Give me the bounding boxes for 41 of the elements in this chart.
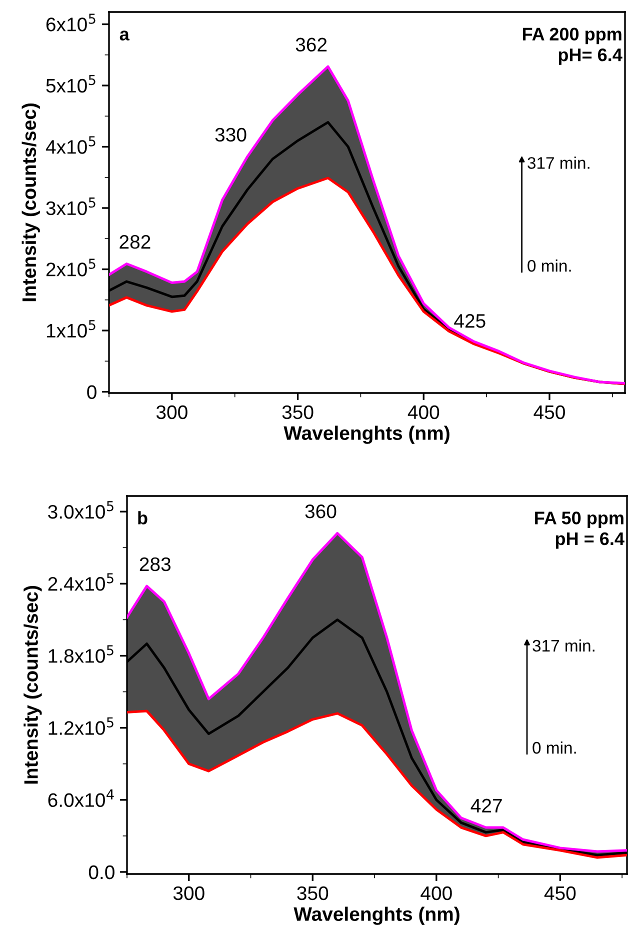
annotation: 282 xyxy=(120,235,150,249)
x-axis-title: Wavelenghts (nm) xyxy=(284,426,450,444)
y-tick-label: 3x10$^{5}$ xyxy=(46,198,96,216)
y-tick-label: 5x10$^{5}$ xyxy=(46,75,96,93)
annotation: 362 xyxy=(296,38,327,52)
y-tick-label: 0.0 xyxy=(88,865,114,880)
y-axis-title: Intensity (counts/sec) xyxy=(24,586,42,784)
y-tick-label: 1x10$^{5}$ xyxy=(46,320,96,338)
x-tick-label: 400 xyxy=(408,405,440,420)
annotation: b xyxy=(138,511,148,524)
annotation: 0 min. xyxy=(528,260,571,272)
y-tick-label: 3.0x10$^{5}$ xyxy=(48,501,114,519)
x-axis-title: Wavelenghts (nm) xyxy=(294,906,460,925)
y-tick-label: 1.2x10$^{5}$ xyxy=(48,717,114,735)
annotation: 283 xyxy=(140,557,171,572)
annotation: 425 xyxy=(454,314,486,328)
y-tick-label: 6x10$^{5}$ xyxy=(46,14,96,32)
y-axis-title: Intensity (counts/sec) xyxy=(22,104,40,302)
annotation: 330 xyxy=(215,128,246,142)
y-tick-label: 0 xyxy=(87,385,96,400)
annotation: FA 200 ppm pH= 6.4 xyxy=(522,28,622,65)
annotation: FA 50 ppm pH = 6.4 xyxy=(535,512,624,549)
x-tick-label: 300 xyxy=(156,405,188,420)
y-tick-label: 1.8x10$^{5}$ xyxy=(48,645,114,663)
annotation: 317 min. xyxy=(528,156,590,169)
y-tick-label: 4x10$^{5}$ xyxy=(46,136,96,154)
line-series xyxy=(127,710,627,859)
x-tick-label: 450 xyxy=(544,886,576,900)
x-tick-label: 400 xyxy=(420,886,452,900)
y-tick-label: 2.4x10$^{5}$ xyxy=(48,573,114,591)
x-tick-label: 300 xyxy=(173,886,204,900)
annotation: 360 xyxy=(305,504,336,518)
x-tick-label: 450 xyxy=(534,405,565,420)
annotation: 317 min. xyxy=(532,639,594,652)
annotation: 427 xyxy=(470,798,502,812)
annotation: 0 min. xyxy=(532,741,576,754)
x-tick-label: 350 xyxy=(297,886,328,900)
y-tick-label: 6.0x10$^{4}$ xyxy=(48,789,114,807)
y-tick-label: 2x10$^{5}$ xyxy=(46,258,96,276)
x-tick-label: 350 xyxy=(282,405,314,420)
annotation: a xyxy=(120,30,130,40)
